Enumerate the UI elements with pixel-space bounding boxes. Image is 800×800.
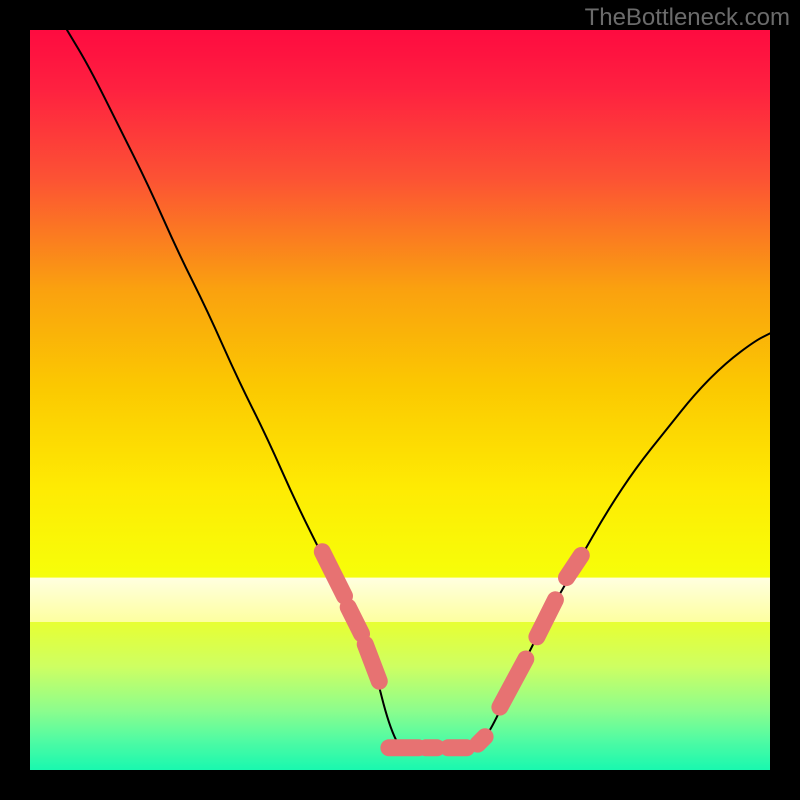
curve-marker bbox=[478, 737, 485, 744]
plot-background-gradient bbox=[30, 30, 770, 770]
curve-marker bbox=[348, 607, 361, 634]
chart-stage: TheBottleneck.com bbox=[0, 0, 800, 800]
bottleneck-plot-svg bbox=[0, 0, 800, 800]
highlight-band bbox=[30, 578, 770, 622]
